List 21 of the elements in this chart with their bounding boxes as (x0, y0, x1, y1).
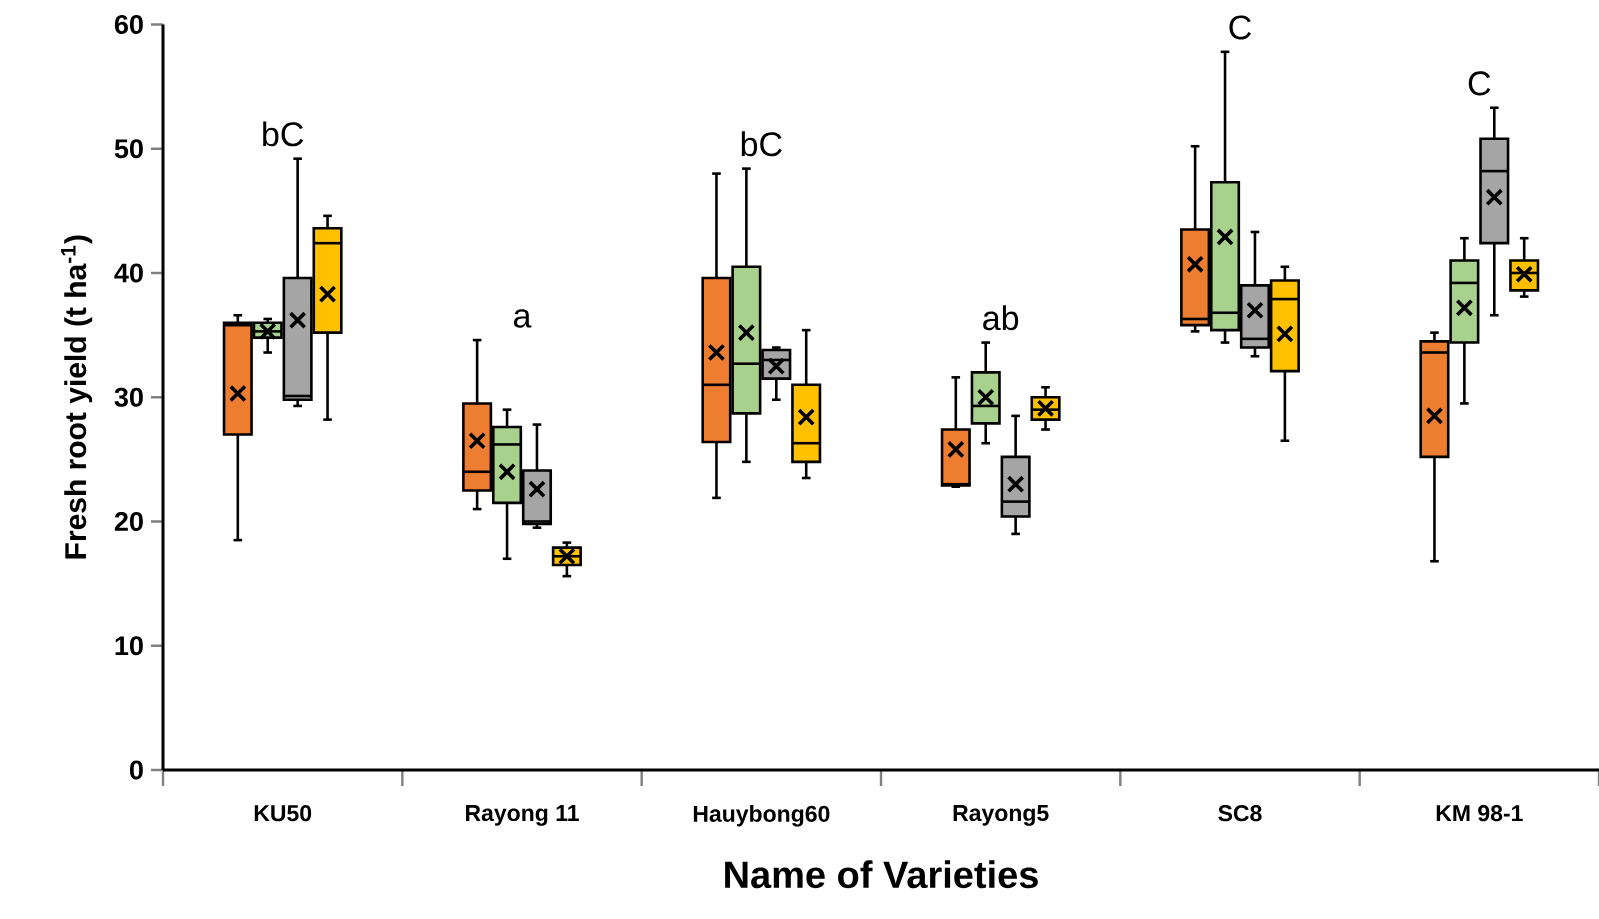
x-tick-label: Rayong5 (953, 805, 1049, 826)
y-axis-title: Fresh root yield (t ha$^{-1}$) (61, 235, 93, 559)
annotation: a (513, 309, 532, 328)
x-tick-label: SC8 (1218, 805, 1262, 822)
y-tick-label: 30 (114, 387, 143, 407)
annotation: C (1468, 71, 1491, 96)
y-tick-label: 40 (114, 263, 143, 283)
x-tick-label: Rayong 11 (466, 805, 579, 826)
x-tick-label: KU50 (254, 805, 312, 822)
y-tick-label: 50 (114, 139, 143, 159)
y-tick-label: 10 (115, 636, 143, 656)
annotation: bC (741, 131, 782, 157)
annotation: ab (983, 305, 1019, 331)
y-tick-label: 60 (114, 14, 143, 35)
annotation: bC (263, 121, 304, 147)
x-tick-label: Hauybong60 (693, 805, 830, 827)
x-axis-title: Name of Varieties (725, 860, 1038, 889)
x-tick-label: KM 98-1 (1436, 805, 1523, 822)
annotation: C (1229, 15, 1251, 40)
y-tick-label: 20 (114, 511, 143, 532)
y-tick-label: 0 (129, 760, 143, 780)
